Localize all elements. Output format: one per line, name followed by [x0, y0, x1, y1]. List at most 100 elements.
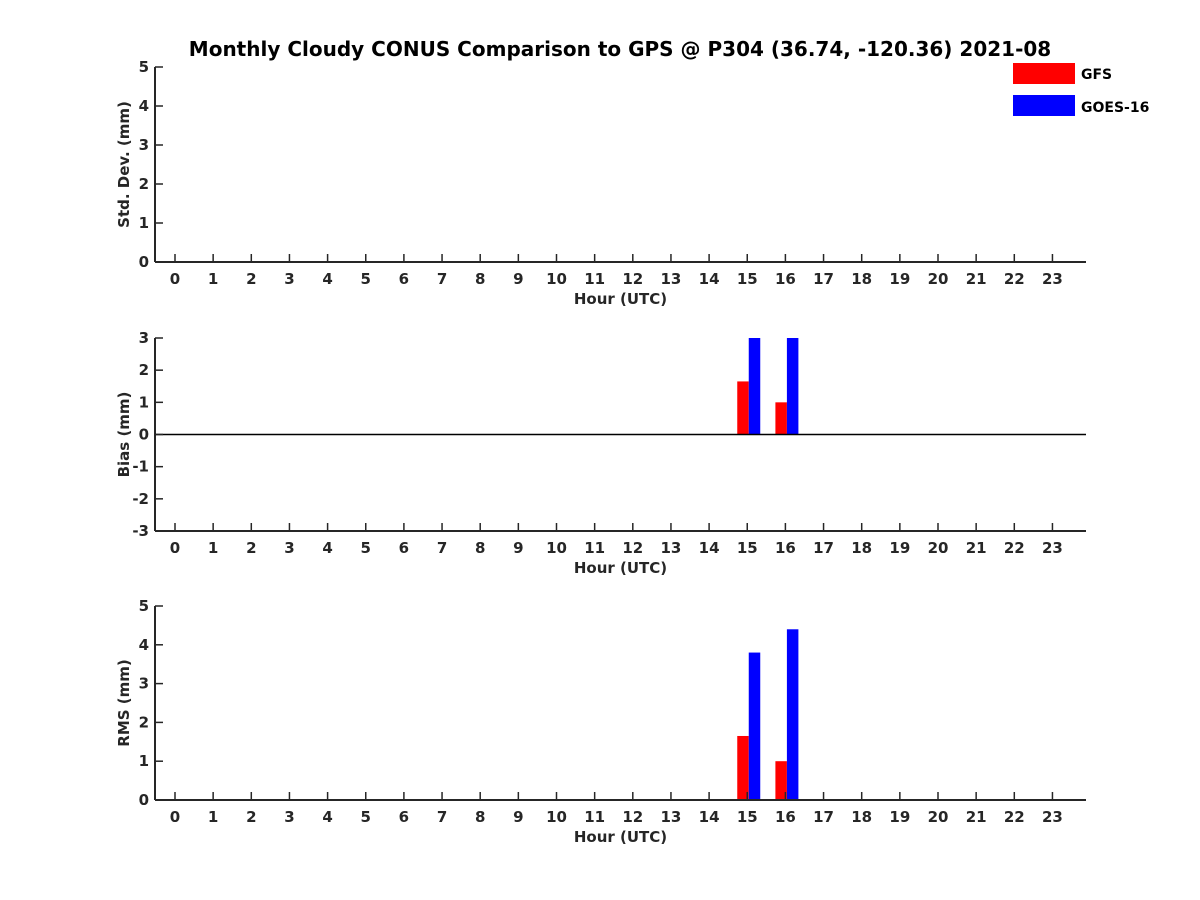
x-tick-label: 4	[322, 539, 332, 557]
x-tick-label: 15	[737, 539, 758, 557]
y-tick-label: 0	[139, 426, 149, 444]
x-tick-label: 5	[361, 539, 371, 557]
x-tick-label: 22	[1004, 539, 1025, 557]
y-tick-label: 1	[139, 214, 149, 232]
x-tick-label: 3	[284, 539, 294, 557]
x-tick-label: 8	[475, 270, 485, 288]
x-tick-label: 15	[737, 808, 758, 826]
x-tick-label: 23	[1042, 808, 1063, 826]
x-tick-label: 4	[322, 270, 332, 288]
x-tick-label: 10	[546, 808, 567, 826]
bar-goes16-hour-16	[786, 629, 799, 800]
y-tick-label: 5	[139, 597, 149, 615]
x-tick-label: 21	[966, 270, 987, 288]
x-tick-label: 9	[513, 270, 523, 288]
y-tick-label: 2	[139, 175, 149, 193]
x-tick-label: 11	[584, 270, 605, 288]
x-tick-label: 19	[889, 808, 910, 826]
x-tick-label: 18	[851, 270, 872, 288]
y-tick-label: -3	[132, 522, 149, 540]
y-axis-label: Bias (mm)	[115, 392, 133, 478]
bar-gfs-hour-16	[775, 761, 787, 800]
legend: GFS GOES-16	[1013, 63, 1149, 116]
y-tick-label: 0	[139, 253, 149, 271]
x-tick-label: 1	[208, 270, 218, 288]
x-tick-label: 5	[361, 270, 371, 288]
x-tick-label: 8	[475, 539, 485, 557]
x-axis-label: Hour (UTC)	[574, 828, 667, 846]
x-tick-label: 20	[928, 808, 949, 826]
x-tick-label: 12	[622, 808, 643, 826]
x-tick-label: 2	[246, 808, 256, 826]
bar-goes16-hour-16	[786, 338, 799, 435]
x-tick-label: 13	[661, 270, 682, 288]
legend-swatch-gfs	[1013, 63, 1075, 84]
bar-gfs-hour-16	[775, 402, 787, 435]
x-tick-label: 13	[661, 539, 682, 557]
x-tick-label: 13	[661, 808, 682, 826]
y-tick-label: 4	[139, 636, 149, 654]
legend-label-goes16: GOES-16	[1081, 100, 1149, 116]
x-tick-label: 2	[246, 270, 256, 288]
x-tick-label: 7	[437, 270, 447, 288]
x-tick-label: 12	[622, 270, 643, 288]
x-tick-label: 2	[246, 539, 256, 557]
x-tick-label: 16	[775, 808, 796, 826]
y-tick-label: 5	[139, 58, 149, 76]
x-tick-label: 14	[699, 539, 720, 557]
x-tick-label: 11	[584, 808, 605, 826]
x-tick-label: 5	[361, 808, 371, 826]
x-tick-label: 17	[813, 808, 834, 826]
y-tick-label: 2	[139, 713, 149, 731]
x-axis-label: Hour (UTC)	[574, 290, 667, 308]
x-tick-label: 19	[889, 539, 910, 557]
x-tick-label: 19	[889, 270, 910, 288]
x-tick-label: 20	[928, 539, 949, 557]
x-tick-label: 4	[322, 808, 332, 826]
x-tick-label: 7	[437, 808, 447, 826]
bar-gfs-hour-15	[737, 735, 749, 800]
x-tick-label: 12	[622, 539, 643, 557]
y-tick-label: 2	[139, 361, 149, 379]
y-tick-label: 3	[139, 136, 149, 154]
x-tick-label: 3	[284, 808, 294, 826]
bar-goes16-hour-15	[748, 338, 761, 435]
x-tick-label: 6	[399, 539, 409, 557]
x-tick-label: 6	[399, 270, 409, 288]
x-tick-label: 23	[1042, 539, 1063, 557]
x-tick-label: 14	[699, 270, 720, 288]
y-tick-label: 1	[139, 393, 149, 411]
bar-goes16-hour-15	[748, 652, 761, 800]
y-tick-label: 3	[139, 675, 149, 693]
x-tick-label: 9	[513, 808, 523, 826]
x-axis-label: Hour (UTC)	[574, 559, 667, 577]
x-tick-label: 21	[966, 808, 987, 826]
x-tick-label: 10	[546, 270, 567, 288]
y-tick-label: 4	[139, 97, 149, 115]
x-tick-label: 15	[737, 270, 758, 288]
x-tick-label: 1	[208, 808, 218, 826]
x-tick-label: 9	[513, 539, 523, 557]
x-tick-label: 17	[813, 539, 834, 557]
x-tick-label: 23	[1042, 270, 1063, 288]
x-tick-label: 17	[813, 270, 834, 288]
x-tick-label: 20	[928, 270, 949, 288]
x-tick-label: 18	[851, 539, 872, 557]
chart-title: Monthly Cloudy CONUS Comparison to GPS @…	[189, 37, 1051, 61]
x-tick-label: 22	[1004, 270, 1025, 288]
x-tick-label: 18	[851, 808, 872, 826]
x-tick-label: 7	[437, 539, 447, 557]
x-tick-label: 16	[775, 539, 796, 557]
x-tick-label: 6	[399, 808, 409, 826]
y-tick-label: 1	[139, 752, 149, 770]
y-tick-label: -1	[132, 458, 149, 476]
legend-swatch-goes16	[1013, 95, 1075, 116]
x-tick-label: 21	[966, 539, 987, 557]
x-tick-label: 0	[170, 270, 180, 288]
x-tick-label: 3	[284, 270, 294, 288]
x-tick-label: 8	[475, 808, 485, 826]
x-tick-label: 1	[208, 539, 218, 557]
